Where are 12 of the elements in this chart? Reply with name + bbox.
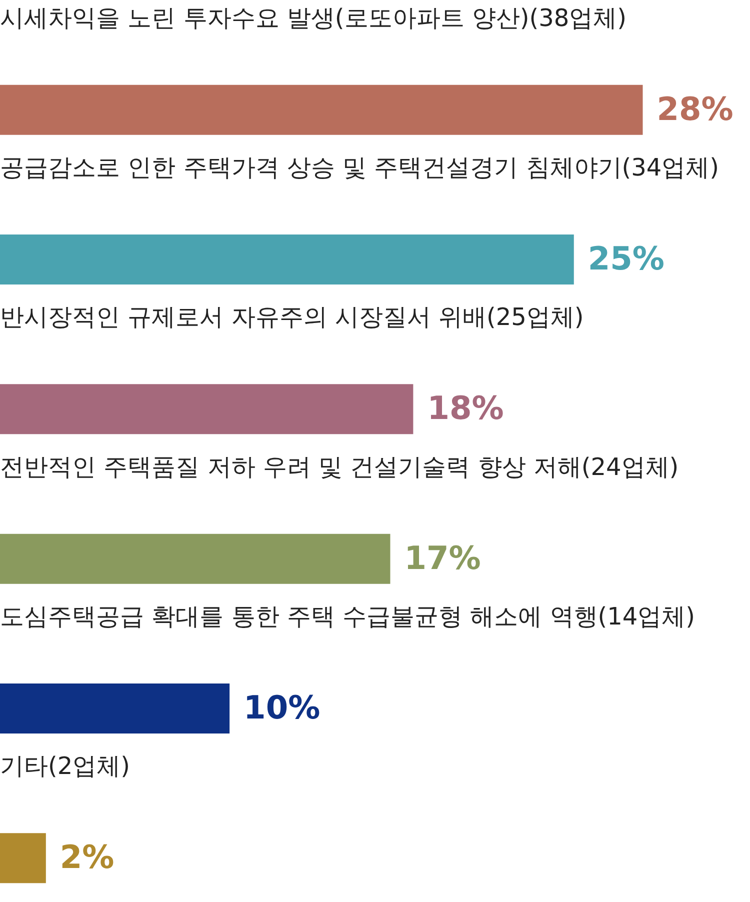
data-label: 10%	[244, 688, 320, 726]
data-label: 2%	[60, 838, 114, 876]
y-tick-label: 공급감소로 인한 주택가격 상승 및 주택건설경기 침체야기(34업체)	[0, 154, 720, 182]
y-tick-label: 시세차익을 노린 투자수요 발생(로또아파트 양산)(38업체)	[0, 4, 627, 32]
y-tick-label: 도심주택공급 확대를 통한 주택 수급불균형 해소에 역행(14업체)	[0, 602, 696, 630]
data-label: 17%	[404, 538, 481, 577]
y-tick-label: 기타(2업체)	[0, 752, 130, 780]
data-label: 18%	[427, 389, 504, 428]
data-label: 28%	[656, 90, 734, 128]
data-label: 25%	[588, 240, 664, 278]
y-tick-label: 전반적인 주택품질 저하 우려 및 건설기술력 향상 저해(24업체)	[0, 452, 679, 481]
y-tick-label: 반시장적인 규제로서 자유주의 시장질서 위배(25업체)	[0, 303, 584, 332]
